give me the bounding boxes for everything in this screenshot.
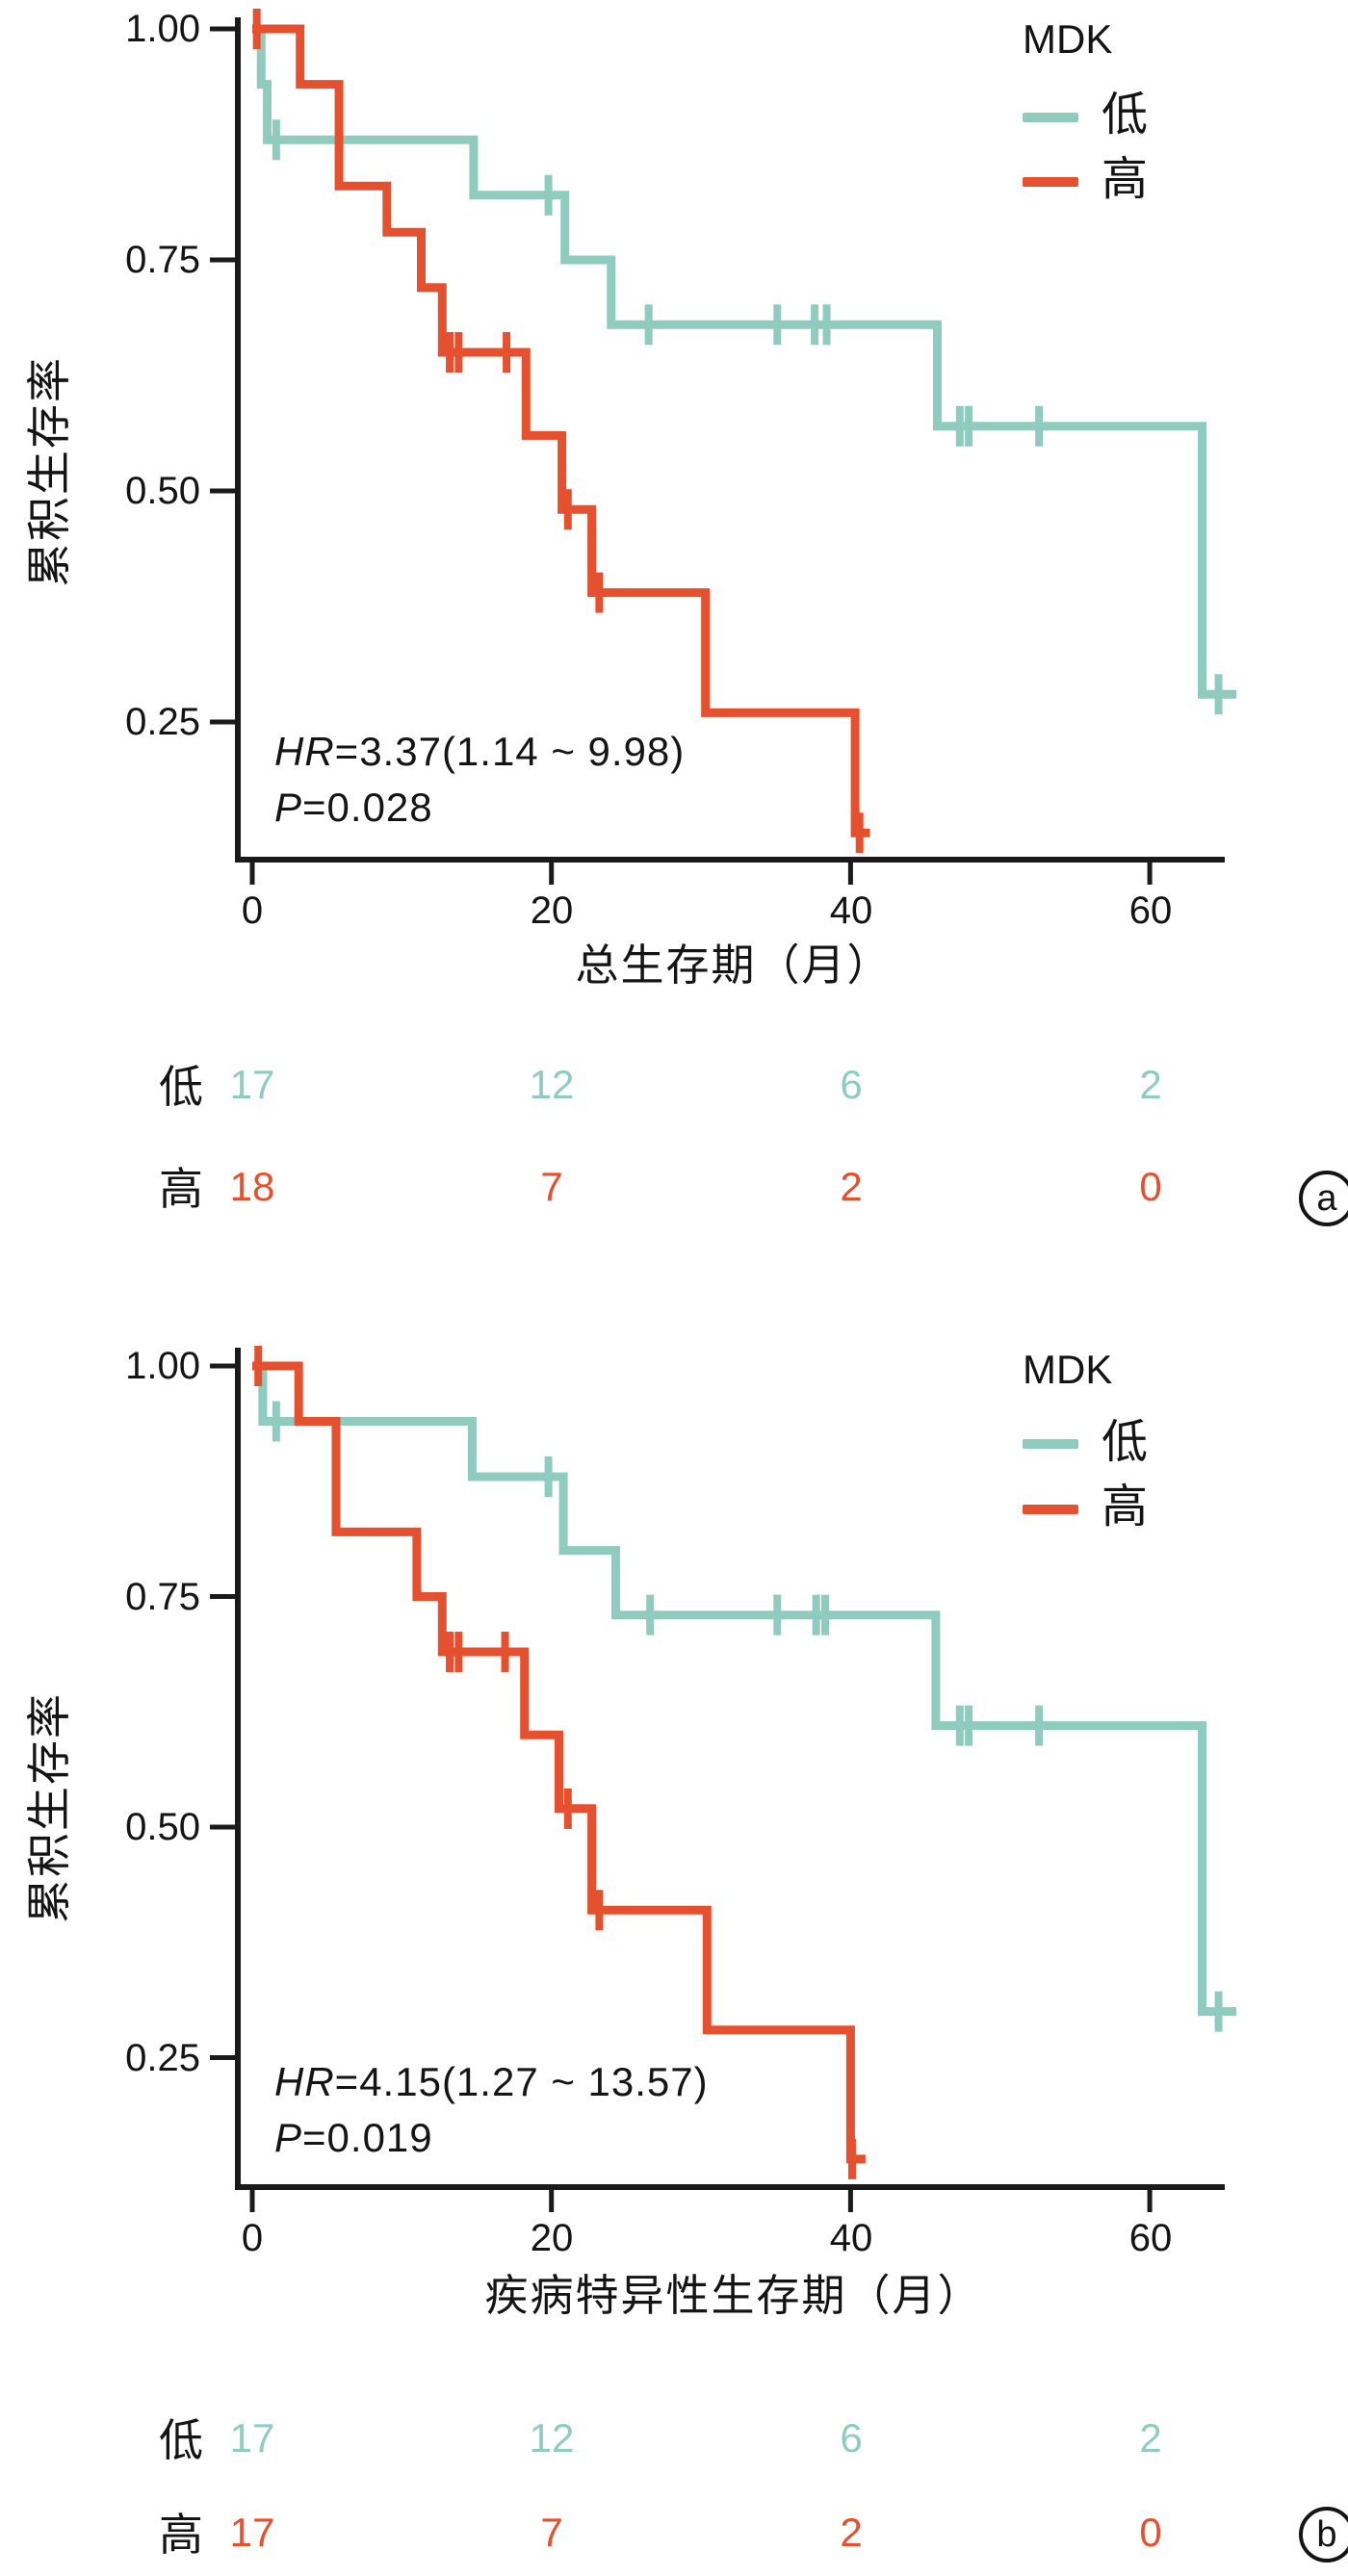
p-annotation: P=0.019 [274, 2115, 433, 2160]
risk-count: 7 [540, 2510, 563, 2555]
risk-count: 2 [1139, 2415, 1162, 2460]
risk-count: 0 [1139, 1164, 1162, 1209]
p-annotation: P=0.028 [274, 785, 433, 830]
risk-row-label-low: 低 [159, 1062, 203, 1112]
x-axis-title: 总生存期（月） [575, 940, 893, 990]
y-axis-title: 累积生存率 [24, 356, 74, 587]
hr-value: =4.15(1.27 ~ 13.57) [334, 2059, 709, 2104]
y-tick-label: 0.50 [125, 470, 200, 512]
legend-label-high: 高 [1102, 1481, 1149, 1533]
risk-count: 2 [840, 1164, 863, 1209]
x-tick-label: 0 [241, 889, 264, 932]
p-value: =0.019 [302, 2115, 433, 2160]
x-tick-label: 0 [241, 2217, 264, 2259]
y-tick-label: 0.25 [125, 701, 200, 743]
risk-row-label-high: 高 [159, 2510, 203, 2560]
risk-count: 2 [840, 2510, 863, 2555]
legend-label-high: 高 [1102, 154, 1149, 205]
legend-label-low: 低 [1102, 1417, 1149, 1468]
panel-letter-badge-a: a [1299, 1171, 1348, 1226]
x-tick-label: 60 [1128, 889, 1173, 932]
risk-row-label-high: 高 [159, 1164, 203, 1214]
hr-value: =3.37(1.14 ~ 9.98) [334, 729, 686, 774]
risk-count: 2 [1139, 1062, 1162, 1107]
risk-count: 17 [229, 2510, 275, 2555]
risk-count: 18 [229, 1164, 275, 1209]
risk-count: 6 [840, 2415, 863, 2460]
x-tick-label: 60 [1128, 2217, 1173, 2259]
panel-letter-badge-b: b [1299, 2507, 1348, 2563]
risk-count: 17 [229, 1062, 275, 1107]
x-tick-label: 20 [530, 2217, 574, 2259]
hr-annotation: HR=4.15(1.27 ~ 13.57) [274, 2059, 709, 2104]
hr-annotation: HR=3.37(1.14 ~ 9.98) [274, 729, 686, 774]
legend-swatch-high [1023, 1505, 1078, 1514]
p-value: =0.028 [302, 785, 433, 830]
y-tick-label: 1.00 [125, 1345, 200, 1387]
legend-title: MDK [1023, 16, 1113, 62]
risk-count: 6 [840, 1062, 863, 1107]
risk-count: 12 [529, 2415, 575, 2460]
legend-swatch-low [1023, 113, 1078, 122]
hr-label: HR [274, 2059, 335, 2104]
x-tick-label: 20 [530, 889, 574, 932]
risk-count: 0 [1139, 2510, 1162, 2555]
legend-swatch-high [1023, 177, 1078, 187]
y-tick-label: 0.50 [125, 1806, 200, 1848]
y-tick-label: 1.00 [125, 8, 200, 50]
x-tick-label: 40 [829, 2217, 873, 2259]
legend-title: MDK [1023, 1347, 1113, 1392]
y-tick-label: 0.75 [125, 239, 200, 281]
p-label: P [274, 2115, 303, 2160]
risk-count: 12 [529, 1062, 575, 1107]
y-tick-label: 0.25 [125, 2037, 200, 2079]
y-tick-label: 0.75 [125, 1576, 200, 1618]
legend-swatch-low [1023, 1439, 1078, 1449]
x-tick-label: 40 [829, 889, 873, 932]
hr-label: HR [274, 729, 335, 774]
legend-label-low: 低 [1102, 90, 1149, 141]
p-label: P [274, 785, 303, 830]
risk-count: 17 [229, 2415, 275, 2460]
y-axis-title: 累积生存率 [24, 1692, 74, 1923]
x-axis-title: 疾病特异性生存期（月） [484, 2271, 983, 2320]
risk-count: 7 [540, 1164, 563, 1209]
risk-row-label-low: 低 [159, 2415, 203, 2465]
